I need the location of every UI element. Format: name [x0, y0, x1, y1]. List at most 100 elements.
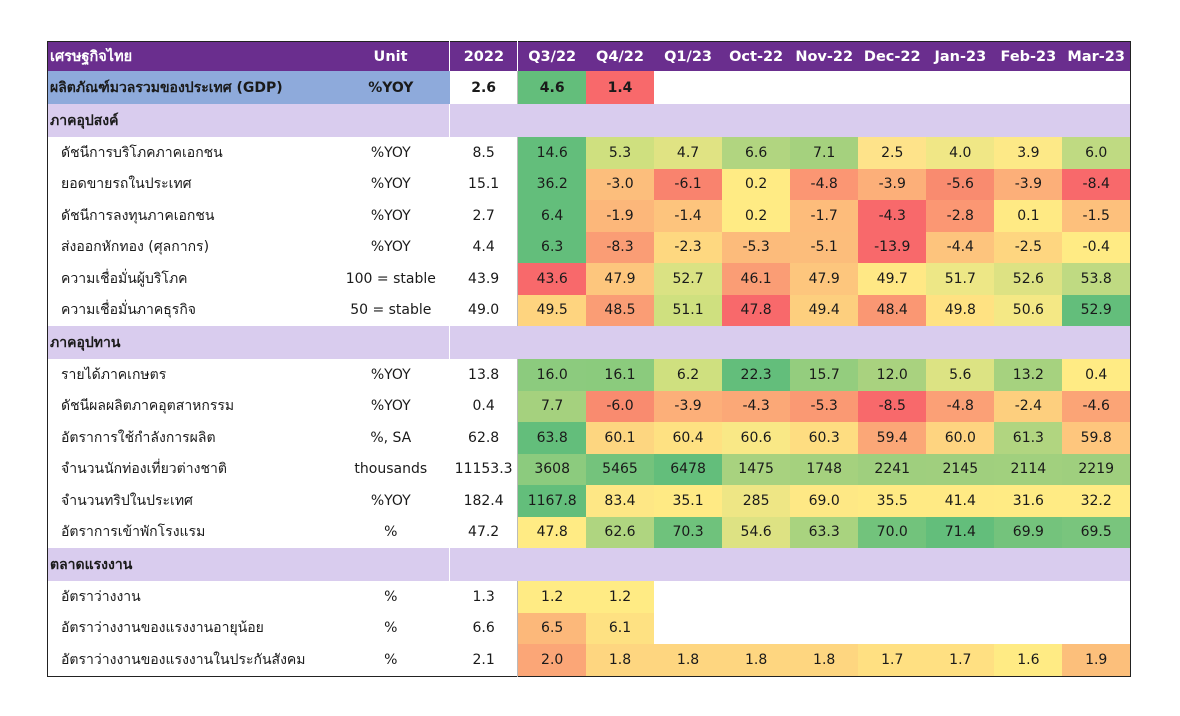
heat-cell: 83.4	[585, 485, 655, 517]
heat-cell: 69.5	[1062, 516, 1131, 548]
section-title: ภาคอุปสงค์	[47, 104, 332, 137]
indicator-name: อัตราการใช้กำลังการผลิต	[61, 429, 216, 446]
heat-cell	[1062, 581, 1130, 613]
heat-cell: -8.5	[858, 390, 927, 422]
heat-cell: 1.8	[722, 644, 791, 676]
indicator-unit: %	[384, 524, 398, 541]
indicator-row: อัตราการใช้กำลังการผลิต %, SA 62.8 63.8 60.1…	[48, 422, 1131, 454]
heat-cell: 6.5	[517, 612, 586, 644]
section-spacer	[331, 548, 451, 581]
indicator-row: ความเชื่อมั่นผู้บริโภค 100 = stable 43.9 43…	[48, 263, 1131, 295]
heat-cell: 60.6	[722, 422, 791, 454]
heat-cell: 35.5	[858, 485, 927, 517]
heat-cell	[790, 581, 858, 613]
heat-cell	[994, 613, 1062, 645]
header-period: Dec-22	[858, 41, 927, 71]
header-period: Q4/22	[585, 41, 655, 71]
heat-cell: 46.1	[722, 263, 791, 295]
heat-cell: 60.3	[790, 422, 859, 454]
heat-cell: 285	[722, 485, 791, 517]
heat-cell: -6.1	[654, 168, 723, 200]
heat-cell: -2.3	[654, 231, 723, 263]
section-header-row: ภาคอุปทาน	[47, 326, 1131, 359]
indicator-unit: %YOY	[331, 71, 450, 104]
heat-cell	[654, 581, 722, 613]
heat-cell: 47.8	[517, 516, 586, 548]
heat-cell: 61.3	[994, 422, 1063, 454]
heat-cell	[926, 581, 994, 613]
heat-cell: 2145	[926, 453, 995, 485]
indicator-unit: thousands	[354, 461, 428, 478]
indicator-name: ดัชนีผลผลิตภาคอุตสาหกรรม	[61, 398, 235, 415]
heat-cell: 0.1	[994, 200, 1063, 232]
heat-cell: 4.7	[654, 137, 723, 169]
heat-cell: -3.9	[858, 168, 927, 200]
header-period: Oct-22	[722, 41, 791, 71]
heat-cell: 16.0	[517, 359, 586, 391]
indicator-name: ความเชื่อมั่นภาคธุรกิจ	[61, 302, 197, 319]
heat-cell	[1062, 71, 1130, 104]
value-2022: 0.4	[449, 390, 519, 422]
heat-cell: -4.3	[858, 200, 927, 232]
value-2022: 15.1	[449, 168, 519, 200]
value-2022: 2.7	[449, 200, 519, 232]
section-title: ตลาดแรงงาน	[47, 548, 332, 581]
header-period: Nov-22	[790, 41, 859, 71]
heat-cell: 43.6	[517, 263, 586, 295]
heat-cell: 2.0	[517, 644, 586, 676]
heat-cell: 53.8	[1062, 263, 1131, 295]
indicator-row: ยอดขายรถในประเทศ %YOY 15.1 36.2 -3.0 -6.1 0.2-…	[48, 168, 1131, 200]
thai-economy-heatmap-table: เศรษฐกิจไทย Unit 2022 Q3/22 Q4/22 Q1/23 …	[47, 41, 1131, 677]
indicator-name: ดัชนีการลงทุนภาคเอกชน	[61, 207, 215, 224]
heat-cell: -4.8	[790, 168, 859, 200]
heat-cell: -2.5	[994, 231, 1063, 263]
heat-cell	[790, 613, 858, 645]
heat-cell	[994, 71, 1062, 104]
heat-cell: 7.7	[517, 390, 586, 422]
heat-cell: 7.1	[790, 137, 859, 169]
header-row: เศรษฐกิจไทย Unit 2022 Q3/22 Q4/22 Q1/23 …	[47, 41, 1131, 71]
heat-cell: 2241	[858, 453, 927, 485]
heat-cell: 49.4	[790, 294, 859, 326]
heat-cell: 32.2	[1062, 485, 1131, 517]
indicator-row: อัตราการเข้าพักโรงแรม% 47.2 47.8 62.6 70.3 54…	[48, 516, 1131, 548]
heat-cell: 47.9	[790, 263, 859, 295]
heat-cell: -13.9	[858, 231, 927, 263]
indicator-unit: 100 = stable	[345, 270, 436, 287]
heat-cell: 2114	[994, 453, 1063, 485]
heat-cell: 15.7	[790, 359, 859, 391]
heat-cell: 22.3	[722, 359, 791, 391]
heat-cell: 6.2	[654, 359, 723, 391]
heat-cell: 6.0	[1062, 137, 1131, 169]
indicator-unit: %	[384, 620, 398, 637]
header-period: Q3/22	[517, 41, 586, 71]
header-period: Jan-23	[926, 41, 995, 71]
heat-cell: -1.4	[654, 200, 723, 232]
value-2022: 13.8	[449, 359, 519, 391]
heat-cell	[654, 613, 722, 645]
indicator-name: ความเชื่อมั่นผู้บริโภค	[61, 270, 188, 287]
heat-cell: -5.3	[790, 390, 859, 422]
indicator-name: อัตราว่างงานของแรงงานอายุน้อย	[61, 620, 264, 637]
heat-cell: 6.1	[585, 612, 655, 644]
heat-cell: 63.8	[517, 422, 586, 454]
heat-cell: -1.7	[790, 200, 859, 232]
indicator-unit: %YOY	[370, 398, 411, 415]
indicator-name: ส่งออกหักทอง (ศุลกากร)	[61, 239, 210, 256]
value-2022: 49.0	[449, 294, 519, 326]
heat-cell: 5.6	[926, 359, 995, 391]
heat-cell: 1.2	[517, 581, 586, 613]
indicator-row: อัตราว่างงานของแรงงานอายุน้อย% 6.6 6.5 6.1	[48, 612, 1131, 645]
heat-cell: -4.6	[1062, 390, 1131, 422]
heat-cell: -3.0	[585, 168, 655, 200]
heat-cell: 0.4	[1062, 359, 1131, 391]
indicator-name: อัตราว่างงานของแรงงานในประกันสังคม	[61, 651, 306, 668]
value-2022: 4.4	[449, 231, 519, 263]
indicator-row: รายได้ภาคเกษตร %YOY 13.8 16.0 16.1 6.2 22.3 15.…	[48, 359, 1131, 391]
heat-cell: 6478	[654, 453, 723, 485]
heat-cell: 4.0	[926, 137, 995, 169]
indicator-row: จำนวนนักท่องเที่ยวต่างชาติ thousands 11153…	[48, 453, 1131, 485]
heat-cell: 48.5	[585, 294, 655, 326]
heat-cell: 59.4	[858, 422, 927, 454]
section-band	[449, 104, 1131, 137]
